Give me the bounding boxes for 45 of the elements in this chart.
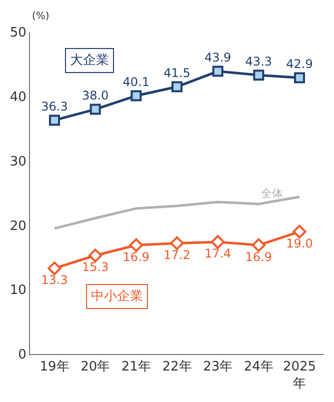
data-label: 19.0 xyxy=(286,236,313,250)
data-label: 15.3 xyxy=(82,260,109,274)
data-label: 17.2 xyxy=(164,248,190,262)
point xyxy=(210,235,225,249)
y-tick-label: 50 xyxy=(10,26,26,41)
text: 中小企業 xyxy=(91,289,143,304)
data-label: 17.4 xyxy=(204,246,232,261)
point xyxy=(252,238,266,252)
series-label: 全体 xyxy=(261,187,283,200)
point xyxy=(172,81,182,92)
y-axis-title: (%) xyxy=(32,11,50,22)
point xyxy=(48,262,62,276)
text: 大企業 xyxy=(70,53,109,68)
x-tick-label: 19年 xyxy=(40,360,70,375)
x-tick-label: 24年 xyxy=(244,360,274,375)
y-tick-label: 40 xyxy=(10,90,26,105)
x-tick-label: 22年 xyxy=(162,360,192,375)
x-tick-label: 2025 年 xyxy=(282,360,316,392)
data-label: 36.3 xyxy=(41,100,68,114)
point xyxy=(212,66,224,77)
data-label: 43.3 xyxy=(245,54,272,69)
point xyxy=(130,90,142,102)
data-label: 43.9 xyxy=(204,50,232,65)
y-tick-label: 20 xyxy=(10,218,26,234)
point xyxy=(88,248,102,262)
x-tick-label: 23年 xyxy=(203,360,233,375)
point xyxy=(129,238,144,252)
data-label: 13.3 xyxy=(41,272,68,287)
point xyxy=(294,72,305,84)
data-label: 41.5 xyxy=(164,66,190,80)
point xyxy=(90,104,101,115)
y-tick-label: 10 xyxy=(10,283,26,298)
data-label: 38.0 xyxy=(82,88,109,103)
data-label: 40.1 xyxy=(122,75,150,90)
data-label: 16.9 xyxy=(245,250,272,264)
data-label: 16.9 xyxy=(122,250,150,264)
data-label: 42.9 xyxy=(286,57,313,72)
point xyxy=(292,224,306,238)
point xyxy=(170,236,184,250)
y-tick-label: 30 xyxy=(10,154,26,170)
x-tick-label: 21年 xyxy=(121,360,151,375)
y-tick-label: 0 xyxy=(18,348,26,363)
point xyxy=(49,114,60,126)
point xyxy=(253,70,264,81)
x-tick-label: 20年 xyxy=(80,360,110,375)
